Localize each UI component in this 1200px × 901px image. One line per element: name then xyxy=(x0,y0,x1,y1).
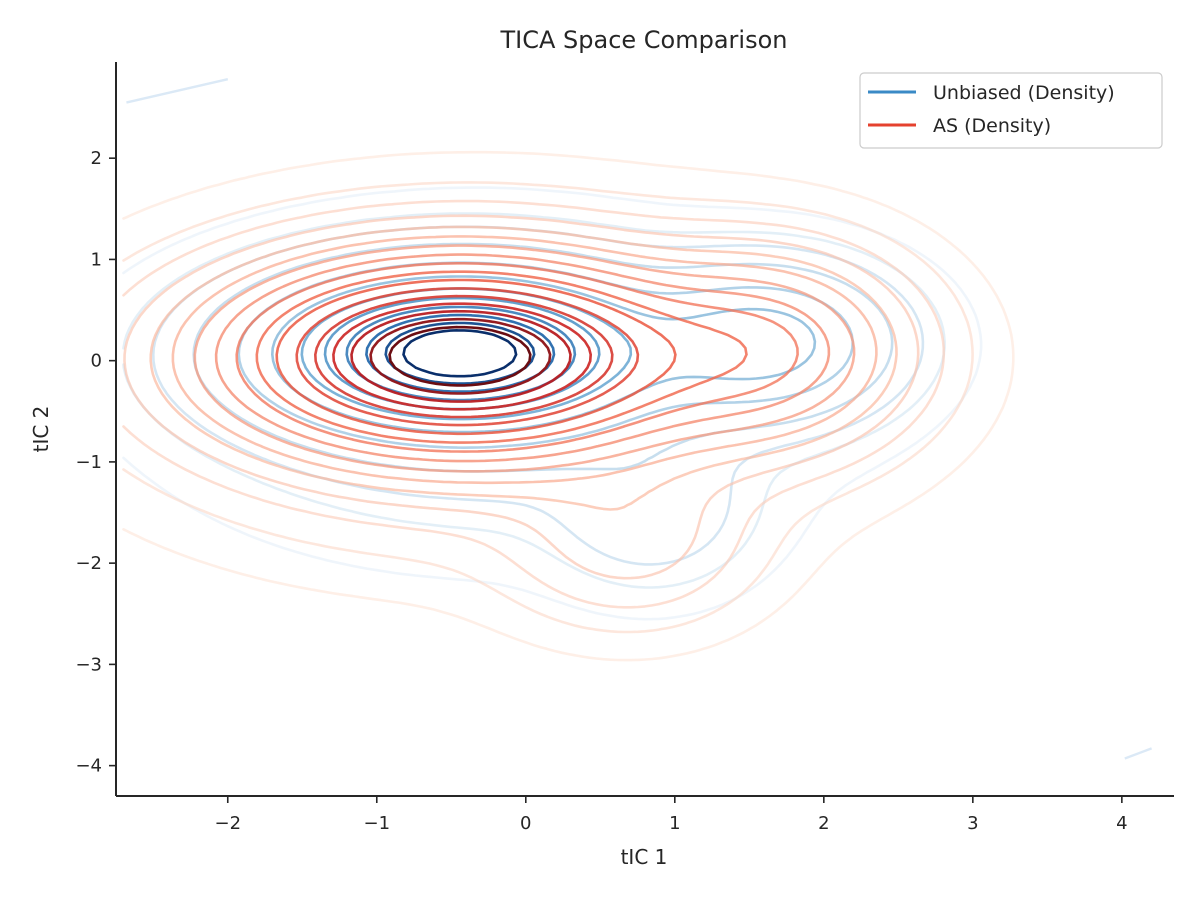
as-density-contour xyxy=(275,278,677,436)
unbiased-density-contour xyxy=(122,212,946,589)
y-tick-label: −3 xyxy=(75,654,102,675)
x-tick-label: 3 xyxy=(967,813,978,834)
as-density-contour xyxy=(214,253,831,463)
x-axis-label: tIC 1 xyxy=(621,845,668,869)
as-density-contour xyxy=(122,199,946,609)
legend: Unbiased (Density) AS (Density) xyxy=(859,72,1163,149)
x-tick-label: 0 xyxy=(520,813,531,834)
as-density-contour xyxy=(369,317,552,395)
stray-contour-segment xyxy=(126,78,229,104)
as-density-contour xyxy=(295,287,640,427)
as-density-contour xyxy=(123,214,920,580)
y-ticks: −4 −3 −2 −1 0 1 2 xyxy=(75,148,116,777)
as-density-contour xyxy=(350,309,572,403)
legend-label-unbiased: Unbiased (Density) xyxy=(933,82,1115,104)
x-ticks: −2 −1 0 1 2 3 4 xyxy=(214,796,1128,834)
as-density-contour xyxy=(149,225,898,511)
as-density-contour xyxy=(388,325,532,387)
y-tick-label: 1 xyxy=(91,249,102,270)
y-tick-label: 0 xyxy=(91,351,102,372)
as-density-contour xyxy=(314,294,614,419)
plot-area xyxy=(122,78,1153,760)
as-density-contour xyxy=(235,262,799,453)
stray-contour-segment xyxy=(1124,747,1153,760)
x-tick-label: −2 xyxy=(214,813,241,834)
as-density-contour xyxy=(122,181,974,634)
axes: −2 −1 0 1 2 3 4 −4 −3 −2 −1 0 1 2 xyxy=(75,62,1174,834)
as-density-contour xyxy=(122,150,1015,662)
legend-box xyxy=(859,72,1163,149)
as-density-contour xyxy=(332,302,592,411)
contour-layer xyxy=(122,78,1153,760)
as-density-contour xyxy=(193,244,856,473)
y-tick-label: −4 xyxy=(75,756,102,777)
x-tick-label: 4 xyxy=(1116,813,1127,834)
as-density-contour xyxy=(255,270,748,444)
y-tick-label: −2 xyxy=(75,553,102,574)
as-density-contour xyxy=(171,235,878,485)
y-axis-label: tIC 2 xyxy=(29,406,53,453)
y-tick-label: −1 xyxy=(75,452,102,473)
legend-label-as: AS (Density) xyxy=(933,115,1051,137)
x-tick-label: 2 xyxy=(818,813,829,834)
y-tick-label: 2 xyxy=(91,148,102,169)
unbiased-density-contour xyxy=(402,329,518,378)
chart-title: TICA Space Comparison xyxy=(499,26,787,54)
x-tick-label: 1 xyxy=(669,813,680,834)
x-tick-label: −1 xyxy=(364,813,391,834)
